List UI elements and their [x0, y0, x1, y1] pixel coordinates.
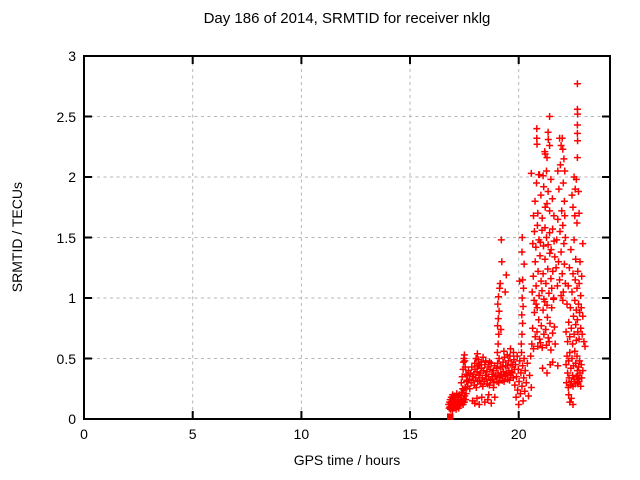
x-axis-label: GPS time / hours	[293, 452, 401, 468]
x-tick-label: 0	[80, 426, 88, 442]
x-tick-label: 10	[293, 426, 310, 442]
scatter-points	[445, 80, 589, 414]
x-tick-label: 15	[402, 426, 418, 442]
y-tick-label: 0.5	[56, 350, 76, 367]
x-tick-label: 20	[510, 426, 527, 442]
chart-title: Day 186 of 2014, SRMTID for receiver nkl…	[203, 10, 491, 27]
y-tick-label: 1.5	[56, 229, 76, 246]
y-tick-label: 2.5	[56, 108, 76, 125]
y-tick-label: 1	[68, 290, 76, 306]
y-tick-label: 0	[68, 411, 76, 427]
y-tick-label: 3	[68, 48, 76, 64]
square-point-marker	[447, 413, 454, 420]
y-tick-label: 2	[68, 169, 76, 185]
x-tick-label: 5	[188, 426, 197, 442]
grid-lines	[84, 56, 610, 419]
plot-border	[83, 55, 611, 420]
